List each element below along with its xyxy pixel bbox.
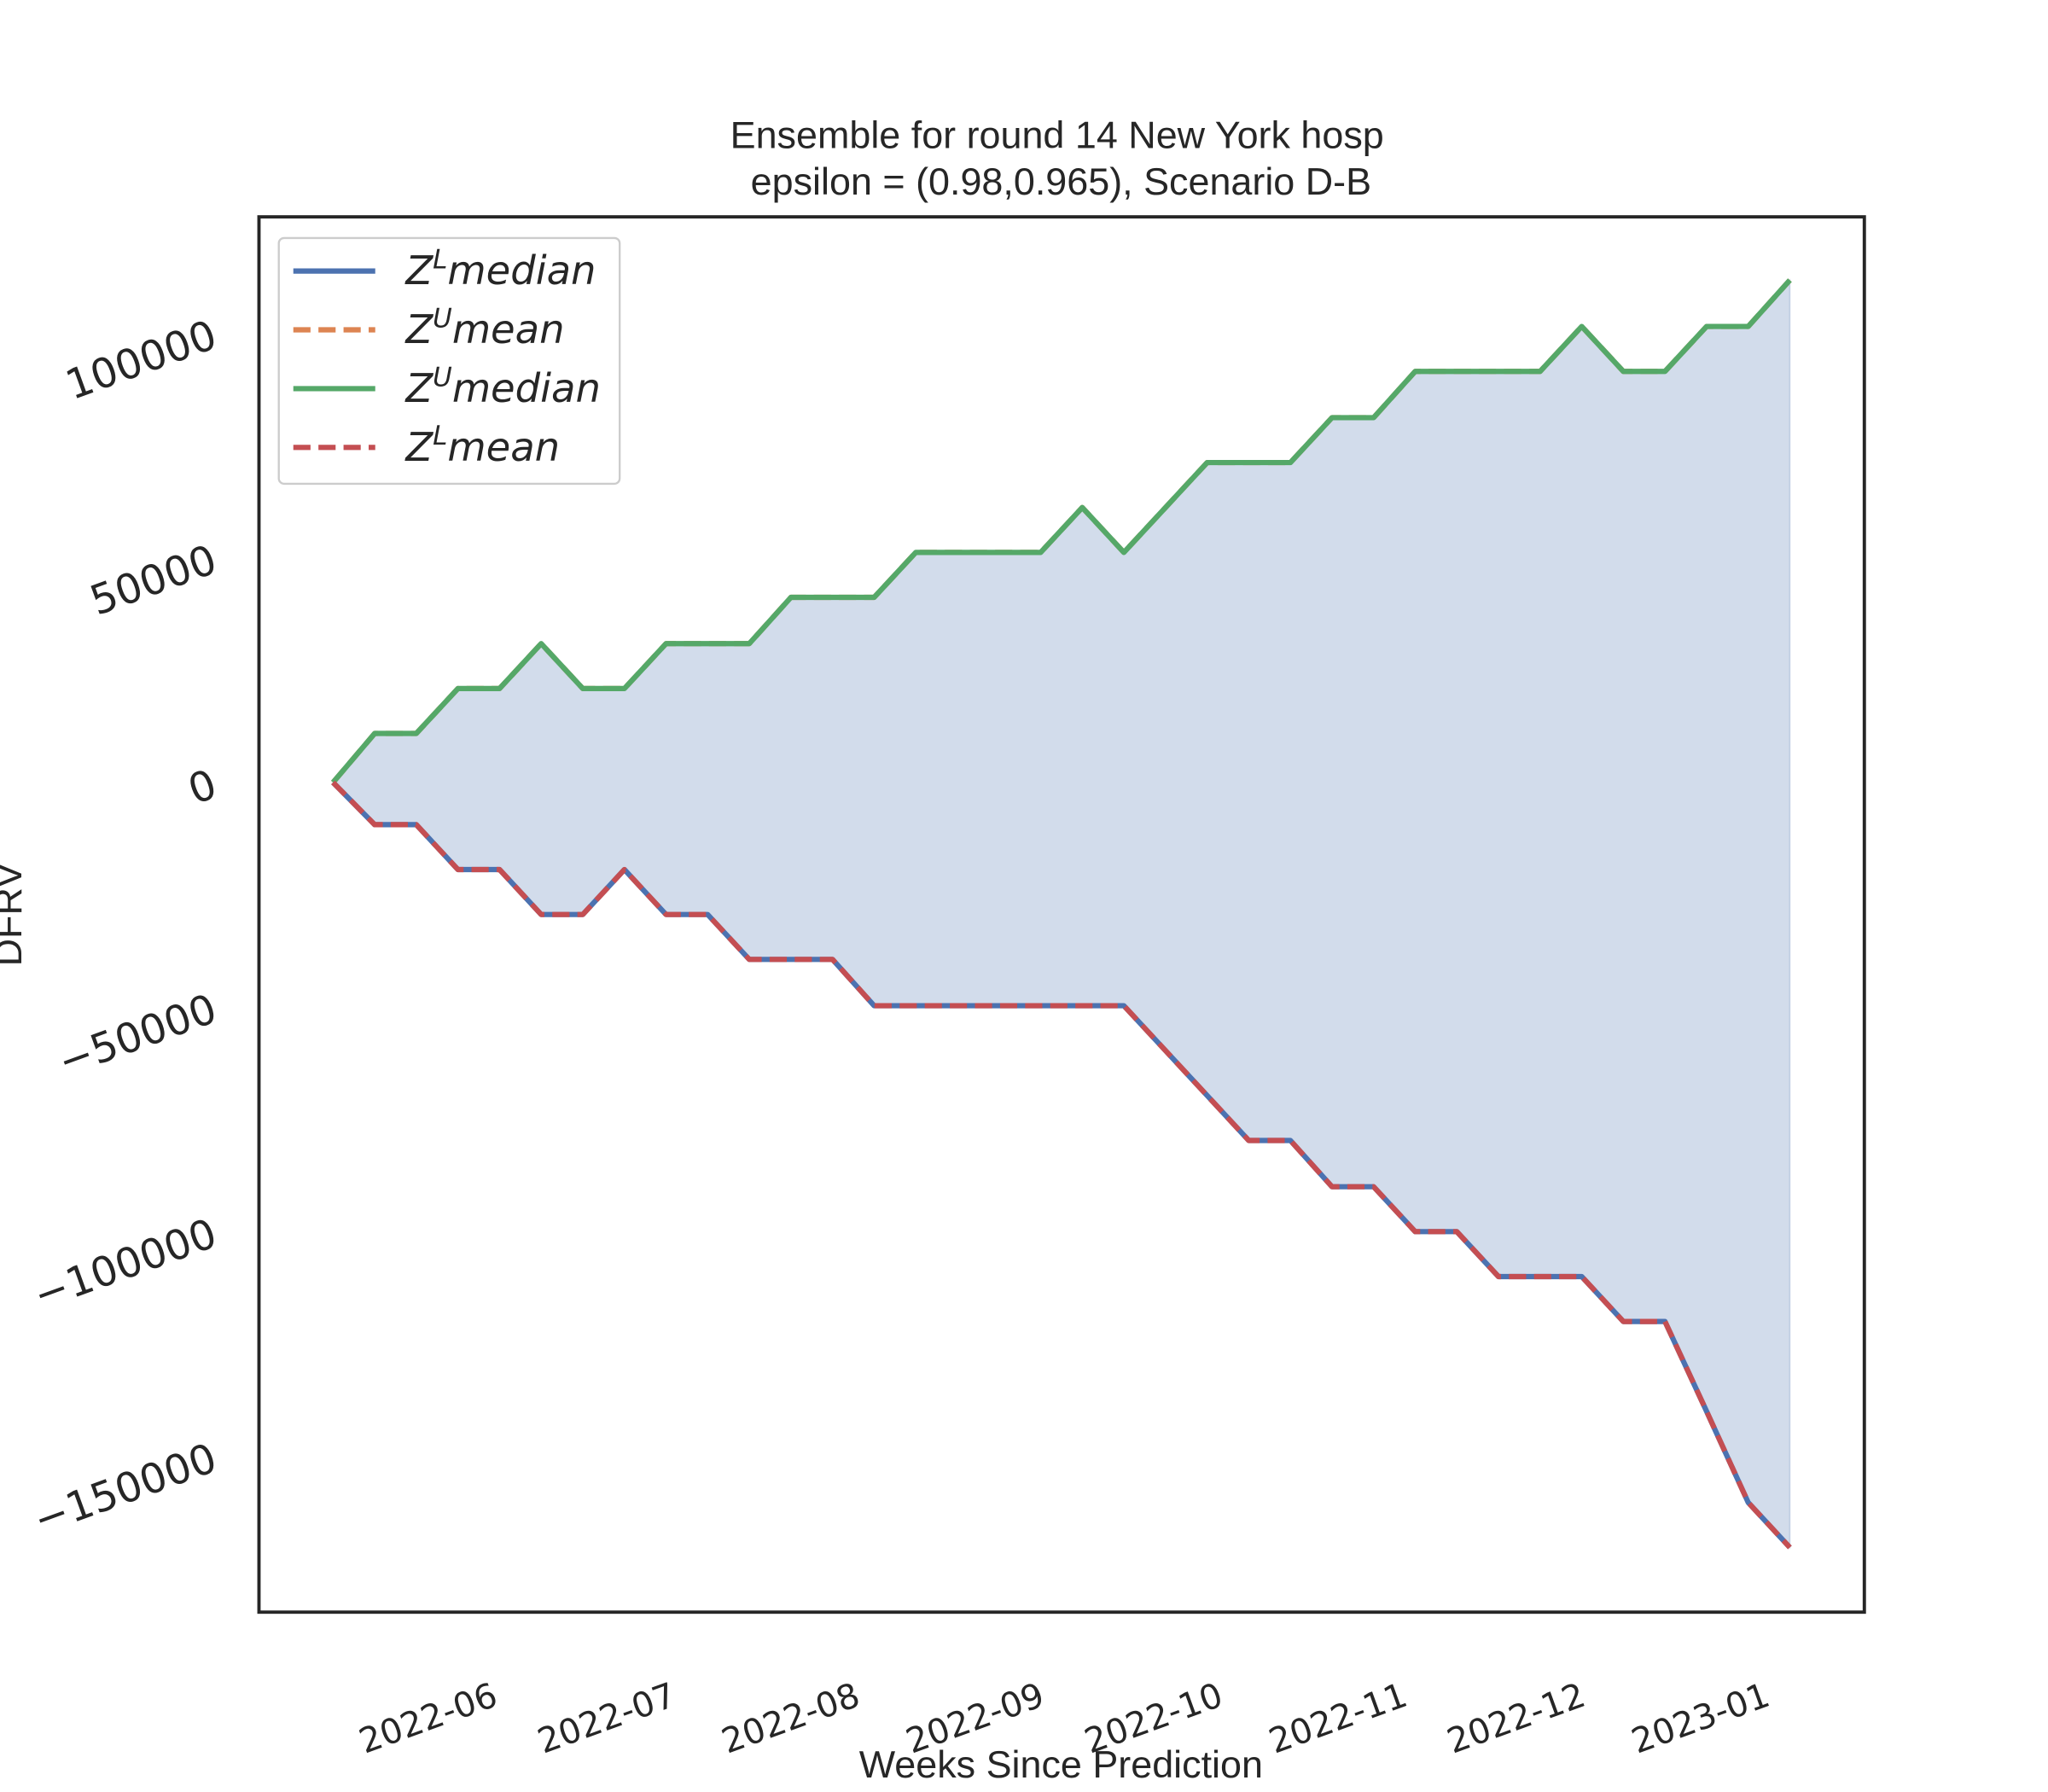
legend-label: ZUmean <box>404 303 564 352</box>
legend-box <box>277 236 621 486</box>
legend-label: ZUmedian <box>404 362 601 411</box>
x-axis-label: Weeks Since Prediction <box>859 1743 1263 1786</box>
chart-subtitle: epsilon = (0.98,0.965), Scenario D-B <box>751 160 1371 203</box>
plot-frame <box>257 215 1866 1615</box>
series-line <box>330 278 1792 784</box>
chart-title: Ensemble for round 14 New York hosp <box>730 113 1384 157</box>
legend-label: ZLmean <box>404 421 560 470</box>
legend-label: ZLmedian <box>404 245 596 294</box>
series-line <box>331 780 1792 1550</box>
y-axis-label: DFRV <box>0 863 30 966</box>
